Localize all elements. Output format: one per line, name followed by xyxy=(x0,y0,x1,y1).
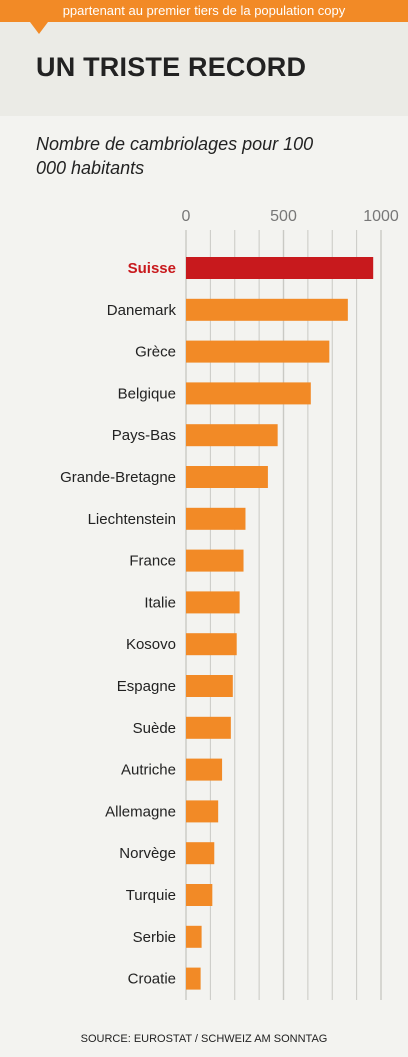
category-label: Italie xyxy=(144,594,176,611)
category-label: Belgique xyxy=(118,385,176,402)
category-label: Espagne xyxy=(117,678,176,695)
bar xyxy=(186,507,246,530)
header-stripe-text: ppartenant au premier tiers de la popula… xyxy=(62,3,346,18)
bar xyxy=(186,591,240,614)
bar xyxy=(186,675,233,697)
bar xyxy=(186,800,219,823)
bar xyxy=(186,925,202,948)
bar xyxy=(186,967,201,990)
category-label: Grèce xyxy=(135,344,176,361)
category-label: Serbie xyxy=(133,929,176,946)
bar xyxy=(186,340,330,363)
bar xyxy=(186,424,278,447)
source-note: SOURCE: EUROSTAT / SCHWEIZ AM SONNTAG xyxy=(80,1033,328,1045)
category-label: Croatie xyxy=(128,971,176,988)
bar xyxy=(186,758,223,781)
category-label: Norvège xyxy=(119,845,176,862)
bar xyxy=(186,633,237,656)
x-tick-label: 500 xyxy=(270,208,297,225)
category-label: Grande-Bretagne xyxy=(60,469,176,486)
category-label: France xyxy=(129,553,176,570)
bar xyxy=(186,382,311,405)
category-label: Allemagne xyxy=(105,803,176,820)
category-label: Kosovo xyxy=(126,636,176,653)
header-stripe xyxy=(0,0,408,22)
bar xyxy=(186,842,215,865)
x-tick-label: 1000 xyxy=(363,208,399,225)
bar-chart: 0 500 1000 Suisse Danemark Grèce Belgique Pays-… xyxy=(60,208,399,1000)
x-tick-label: 0 xyxy=(182,208,191,225)
bar xyxy=(186,549,244,572)
category-label: Suisse xyxy=(128,260,176,277)
chart-subtitle: Nombre de cambriolages pour 100 000 habi… xyxy=(36,134,314,178)
chart-title: UN TRISTE RECORD xyxy=(36,52,307,82)
bar xyxy=(186,466,268,488)
bar xyxy=(186,716,231,739)
bar xyxy=(186,257,374,279)
category-label: Autriche xyxy=(121,762,176,779)
category-label: Turquie xyxy=(126,887,176,904)
bar xyxy=(186,298,348,321)
header-notch xyxy=(30,22,48,34)
category-label: Suède xyxy=(133,720,176,737)
bar xyxy=(186,884,213,906)
category-label: Danemark xyxy=(107,302,177,319)
category-label: Liechtenstein xyxy=(88,511,176,528)
category-label: Pays-Bas xyxy=(112,427,176,444)
